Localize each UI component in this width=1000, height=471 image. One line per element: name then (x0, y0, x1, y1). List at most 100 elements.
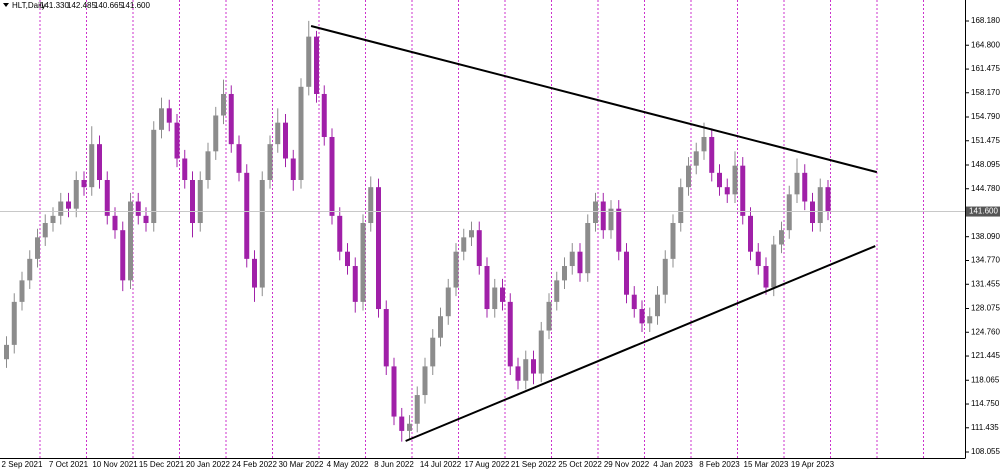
candle-body (492, 287, 498, 310)
candle-body (500, 287, 505, 302)
x-tick-label: 20 Jan 2022 (186, 460, 231, 469)
candle-body (135, 201, 141, 216)
y-tick-label: 124.760 (971, 327, 1000, 336)
candle-body (244, 172, 250, 259)
x-tick-label: 21 Sep 2022 (511, 460, 557, 469)
candle-body (779, 230, 784, 245)
candle-body (724, 187, 730, 195)
candle-body (817, 187, 823, 224)
candle-body (228, 93, 234, 145)
x-tick-label: 4 May 2022 (327, 460, 369, 469)
candle-body (66, 201, 71, 209)
x-tick-label: 8 Feb 2023 (699, 460, 740, 469)
candle-body (538, 330, 544, 374)
candle-body (11, 301, 17, 345)
candle-body (197, 180, 203, 224)
y-tick-label: 148.095 (971, 160, 1000, 169)
header-low: 140.665 (94, 1, 123, 10)
y-tick-label: 144.780 (971, 184, 1000, 193)
candle-body (306, 36, 312, 87)
candle-body (616, 208, 622, 252)
x-tick-label: 29 Nov 2022 (604, 460, 650, 469)
y-tick-label: 108.055 (971, 447, 1000, 456)
x-tick-label: 14 Jul 2022 (420, 460, 462, 469)
candle-body (383, 309, 389, 367)
menu-arrow[interactable] (3, 3, 9, 7)
candle-body (430, 337, 436, 367)
x-tick-label: 24 Feb 2022 (232, 460, 277, 469)
candle-body (236, 144, 242, 173)
candle-body (585, 223, 591, 274)
y-tick-label: 168.180 (971, 16, 1000, 25)
candle-body (414, 395, 420, 424)
candle-body (97, 144, 102, 181)
y-tick-label: 114.750 (971, 399, 1000, 408)
candle-body (205, 151, 211, 181)
candle-body (810, 201, 815, 224)
header-high: 142.485 (67, 1, 96, 10)
candle-body (290, 158, 296, 181)
candle-body (686, 165, 691, 188)
candle-body (825, 187, 831, 212)
candle-body (159, 108, 164, 130)
candle-body (321, 93, 327, 137)
x-tick-label: 30 Mar 2022 (279, 460, 324, 469)
candle-body (531, 359, 536, 374)
candle-body (112, 215, 118, 231)
candle-body (647, 316, 653, 324)
candle-body (259, 180, 265, 288)
candle-body (376, 187, 381, 310)
x-tick-label: 17 Aug 2022 (465, 460, 510, 469)
candle-body (314, 36, 319, 94)
candle-body (275, 122, 281, 145)
candle-body (802, 172, 808, 202)
candle-body (352, 266, 358, 302)
candle-body (717, 172, 722, 188)
candle-body (546, 301, 552, 331)
y-tick-label: 134.770 (971, 256, 1000, 265)
candle-body (182, 158, 188, 181)
candle-body (58, 201, 64, 216)
candle-body (104, 180, 110, 216)
candle-body (476, 230, 482, 267)
candle-body (445, 287, 451, 317)
candle-body (345, 251, 350, 267)
candle-body (748, 215, 753, 252)
candle-body (213, 115, 219, 152)
trendline (310, 25, 878, 174)
candle-body (639, 309, 645, 324)
candle-body (190, 180, 195, 224)
y-tick-label: 118.065 (971, 375, 1000, 384)
candle-body (523, 359, 529, 381)
y-tick-label: 111.435 (971, 423, 999, 432)
candle-body (701, 136, 707, 152)
candle-body (120, 230, 126, 281)
trendline (405, 245, 876, 442)
candle-body (337, 215, 343, 252)
y-tick-label: 154.790 (971, 112, 1000, 121)
header-open: 141.330 (40, 1, 69, 10)
x-tick-label: 2 Sep 2021 (2, 460, 43, 469)
candle-body (740, 165, 746, 216)
candle-body (593, 201, 598, 224)
candle-body (267, 144, 273, 181)
y-tick-label: 151.475 (971, 136, 1000, 145)
candle-body (35, 237, 40, 259)
candle-body (422, 366, 428, 396)
candle-body (283, 122, 288, 159)
candle-body (143, 215, 149, 224)
candle-body (438, 316, 443, 338)
candle-body (693, 151, 699, 166)
candle-body (27, 258, 33, 281)
x-tick-label: 25 Oct 2022 (558, 460, 602, 469)
candle-body (4, 344, 9, 360)
y-tick-label: 158.170 (971, 88, 1000, 97)
candle-body (507, 301, 513, 367)
candle-body (631, 294, 637, 310)
x-tick-label: 15 Dec 2021 (139, 460, 185, 469)
candle-body (391, 366, 397, 417)
candle-body (298, 86, 304, 181)
candle-body (407, 423, 412, 431)
